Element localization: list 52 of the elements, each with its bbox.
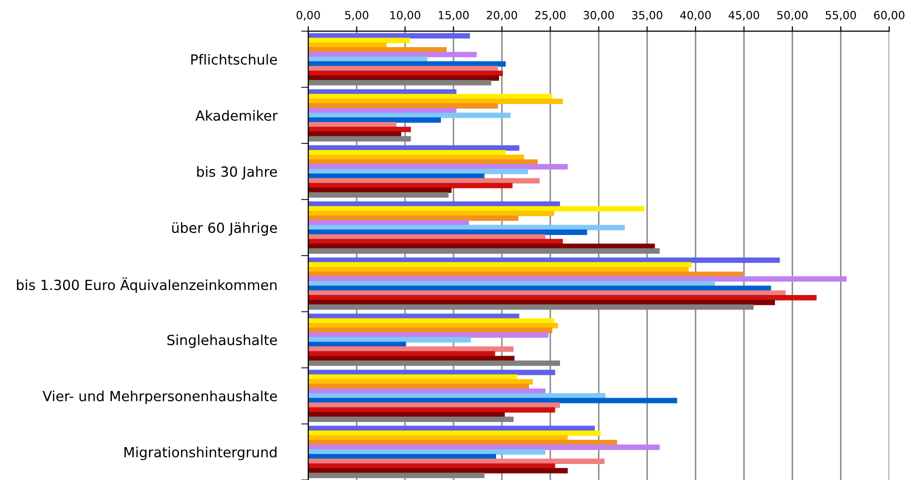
bar (308, 98, 563, 104)
bar (308, 70, 503, 76)
bar (308, 112, 511, 118)
bar (308, 234, 546, 240)
bar (308, 272, 743, 277)
bar (308, 286, 772, 292)
bar (308, 154, 524, 160)
bar (308, 379, 533, 384)
bar (308, 244, 655, 250)
x-tick-label: 45,00 (728, 10, 760, 20)
bar (308, 337, 471, 342)
bar (308, 370, 556, 376)
bar (308, 164, 568, 170)
bar (308, 444, 660, 450)
bar (308, 126, 411, 132)
bar (308, 407, 556, 413)
x-tick-label: 60,00 (874, 10, 904, 20)
x-tick-label: 0,00 (296, 10, 320, 20)
bar (308, 351, 496, 357)
y-tick-label: Akademiker (195, 110, 278, 121)
bar (308, 47, 447, 53)
bar (308, 178, 540, 184)
y-tick-label: bis 30 Jahre (197, 166, 277, 180)
x-tick-label: 5,00 (345, 10, 368, 20)
x-tick-label: 30,00 (584, 10, 614, 20)
bar (308, 300, 775, 306)
bar (308, 33, 470, 38)
x-tick-label: 35,00 (632, 10, 662, 20)
x-tick-label: 15,00 (438, 10, 469, 20)
bar (308, 458, 605, 464)
x-tick-label: 20,00 (486, 10, 518, 20)
bar (308, 262, 692, 268)
bar (308, 342, 406, 348)
x-tick-label: 40,00 (680, 10, 711, 20)
x-tick-label: 50,00 (777, 10, 808, 20)
y-tick-label: Singlehaushalte (167, 334, 277, 348)
y-tick-label: bis 1.300 Euro Äquivalenzeinkommen (16, 277, 277, 293)
y-tick-label: Vier- und Mehrpersonenhaushalte (42, 390, 277, 404)
x-tick-label: 55,00 (826, 10, 856, 20)
bar (308, 206, 644, 212)
bar (308, 328, 552, 334)
bar (308, 435, 568, 441)
y-tick-label: über 60 Jährige (172, 222, 277, 236)
bar (308, 314, 520, 319)
x-tick-label: 25,00 (535, 10, 566, 20)
bar (308, 220, 469, 226)
x-tick-label: 10,00 (390, 10, 420, 20)
bar (308, 393, 606, 399)
y-tick-label: Pflichtschule (191, 54, 277, 65)
bar (308, 61, 506, 67)
bar (308, 89, 456, 95)
y-tick-label: Migrationshintergrund (124, 446, 276, 460)
